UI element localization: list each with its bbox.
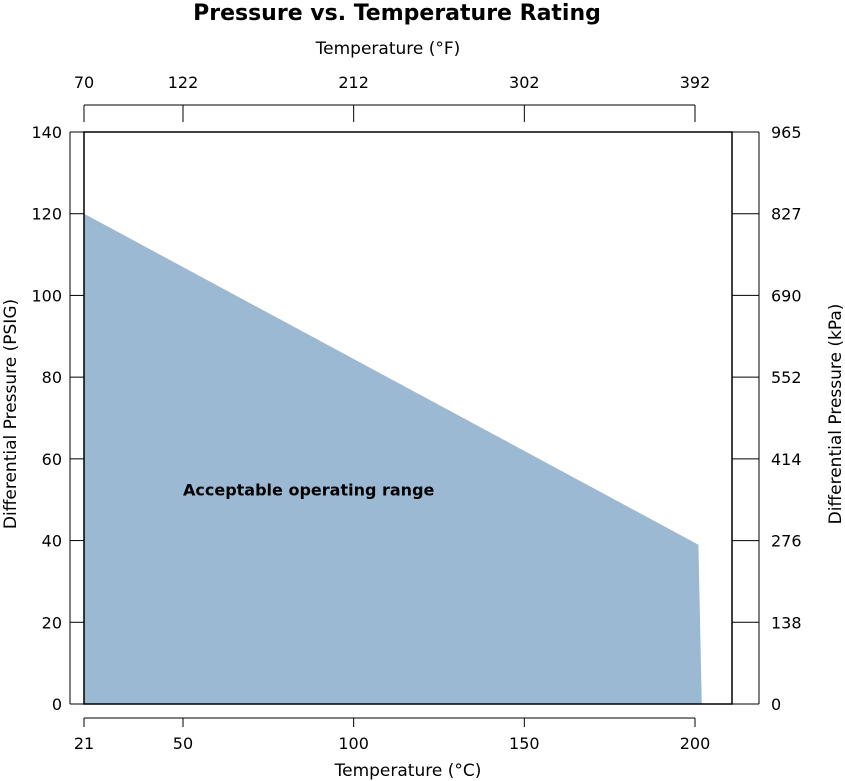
left-axis-tick-label: 120 — [31, 205, 62, 224]
top-axis-title: Temperature (°F) — [315, 39, 461, 59]
left-axis-tick-label: 0 — [52, 695, 62, 714]
annotation-label: Acceptable operating range — [183, 481, 435, 500]
left-axis-tick-label: 20 — [42, 613, 62, 632]
bottom-axis-tick-label: 50 — [173, 734, 193, 753]
axes-layer: 21 50 100 150 200 70 122 212 302 392 0 20 40 60 80 100 1… — [31, 73, 801, 753]
left-axis-tick-label: 60 — [42, 450, 62, 469]
right-axis-tick-label: 552 — [771, 368, 802, 387]
operating-range-area — [84, 213, 702, 704]
bottom-axis-tick-label: 100 — [338, 734, 369, 753]
bottom-axis-tick-label: 150 — [509, 734, 540, 753]
top-axis-tick-label: 302 — [509, 73, 540, 92]
bottom-axis-tick-label: 21 — [74, 734, 94, 753]
chart-title: Pressure vs. Temperature Rating — [193, 1, 601, 26]
left-axis-tick-label: 80 — [42, 368, 62, 387]
bottom-axis-tick-label: 200 — [680, 734, 711, 753]
top-axis-tick-label: 70 — [74, 73, 94, 92]
area-layer — [84, 213, 702, 704]
top-axis-tick-label: 212 — [338, 73, 369, 92]
top-axis-tick-label: 122 — [168, 73, 199, 92]
right-axis-tick-label: 827 — [771, 205, 802, 224]
bottom-axis-title: Temperature (°C) — [334, 761, 482, 781]
right-axis-tick-label: 690 — [771, 286, 802, 305]
right-axis-title: Differential Pressure (kPa) — [826, 304, 845, 525]
annotation-layer: Acceptable operating range — [183, 481, 435, 500]
plot-frame — [83, 131, 733, 705]
right-axis-tick-label: 0 — [771, 695, 781, 714]
right-axis-tick-label: 138 — [771, 613, 802, 632]
left-axis-tick-label: 140 — [31, 123, 62, 142]
left-axis-title: Differential Pressure (PSIG) — [1, 299, 21, 529]
left-axis-tick-label: 40 — [42, 532, 62, 551]
right-axis-tick-label: 414 — [771, 450, 802, 469]
right-axis-tick-label: 965 — [771, 123, 802, 142]
top-axis-tick-label: 392 — [680, 73, 711, 92]
left-axis-tick-label: 100 — [31, 286, 62, 305]
right-axis-tick-label: 276 — [771, 532, 802, 551]
